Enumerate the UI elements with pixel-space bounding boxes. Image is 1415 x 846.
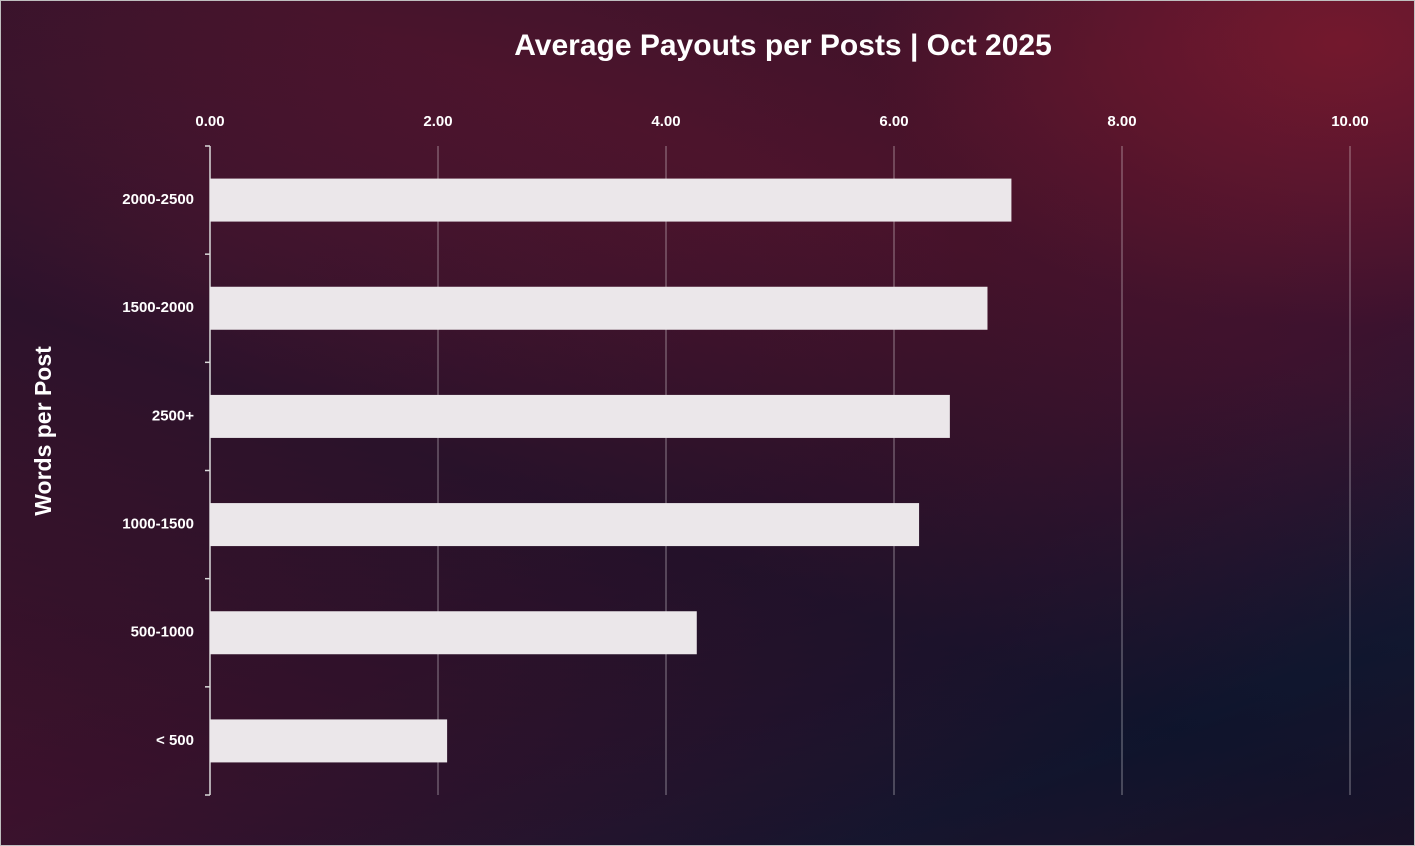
y-tick-label: 2500+: [152, 407, 194, 424]
x-tick-label: 8.00: [1107, 113, 1136, 130]
y-tick-label: 2000-2500: [122, 191, 194, 208]
bar: [210, 286, 988, 330]
y-tick-label: 1000-1500: [122, 516, 194, 533]
bar: [210, 178, 1012, 222]
chart-title: Average Payouts per Posts | Oct 2025: [514, 29, 1052, 62]
bar: [210, 719, 448, 763]
x-tick-label: 6.00: [879, 113, 908, 130]
bar: [210, 394, 950, 438]
y-tick-label: 500-1000: [131, 624, 194, 641]
x-tick-label: 0.00: [195, 113, 224, 130]
bar: [210, 503, 920, 547]
x-tick-label: 10.00: [1331, 113, 1369, 130]
y-axis-title: Words per Post: [30, 346, 56, 516]
x-tick-label: 2.00: [423, 113, 452, 130]
y-tick-label: < 500: [156, 732, 194, 749]
x-tick-label: 4.00: [651, 113, 680, 130]
y-tick-label: 1500-2000: [122, 299, 194, 316]
bar: [210, 611, 697, 655]
